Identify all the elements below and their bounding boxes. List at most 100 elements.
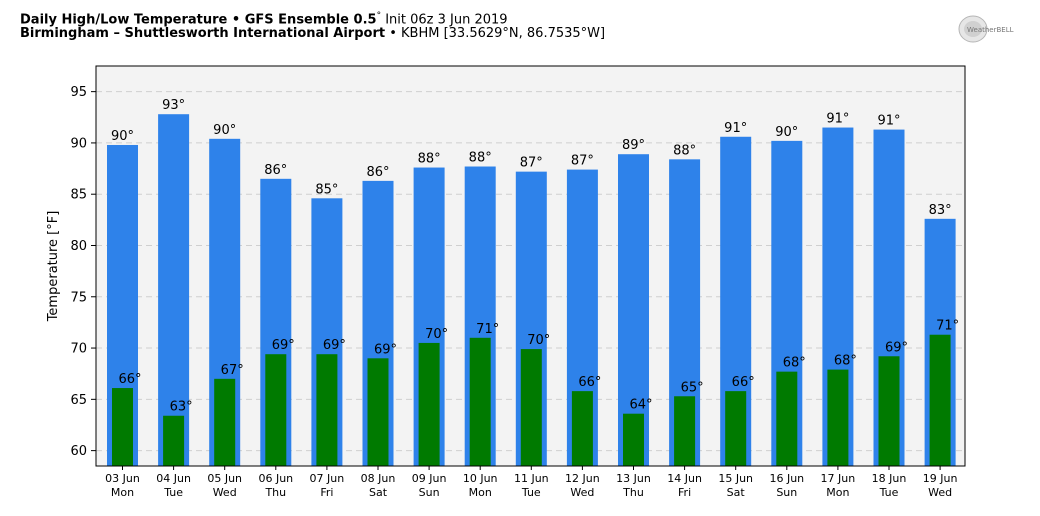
y-axis: 60 65 70 75 80 85 90 95 <box>70 85 96 459</box>
y-tick-label: 70 <box>70 342 87 357</box>
x-tick-day: Thu <box>264 486 286 499</box>
high-value-label: 89° <box>622 138 645 153</box>
x-tick-day: Fri <box>678 486 691 499</box>
y-tick-label: 75 <box>70 290 87 305</box>
weatherbell-logo: WeatherBELL <box>958 15 1014 43</box>
low-value-label: 66° <box>118 372 141 387</box>
low-bar <box>214 378 236 466</box>
x-tick-day: Sat <box>727 486 746 499</box>
x-tick-day: Wed <box>570 486 594 499</box>
chart-title-block: Daily High/Low Temperature • GFS Ensembl… <box>20 9 605 41</box>
low-value-label: 71° <box>936 319 959 334</box>
chart-title-bold: Daily High/Low Temperature • GFS Ensembl… <box>20 12 377 28</box>
low-value-label: 70° <box>425 327 448 342</box>
low-value-label: 69° <box>323 338 346 353</box>
high-value-label: 91° <box>826 112 849 127</box>
low-bar <box>418 342 440 466</box>
high-value-label: 90° <box>775 125 798 140</box>
low-bar <box>112 388 133 466</box>
x-tick-date: 18 Jun <box>872 472 907 485</box>
high-value-label: 88° <box>469 151 492 166</box>
low-bar <box>571 391 593 466</box>
y-tick-label: 95 <box>70 85 87 100</box>
x-tick-day: Tue <box>163 486 183 499</box>
low-bar <box>316 354 338 466</box>
x-tick-date: 09 Jun <box>412 472 447 485</box>
high-value-label: 90° <box>213 123 236 138</box>
x-tick-date: 14 Jun <box>667 472 702 485</box>
x-tick-day: Mon <box>469 486 492 499</box>
low-value-label: 70° <box>527 333 550 348</box>
chart-subtitle: Birmingham – Shuttlesworth International… <box>20 27 605 41</box>
x-tick-date: 15 Jun <box>718 472 753 485</box>
x-tick-date: 08 Jun <box>361 472 396 485</box>
low-bar <box>878 356 900 466</box>
high-value-label: 86° <box>264 163 287 178</box>
low-value-label: 69° <box>374 342 397 357</box>
low-bar <box>725 391 747 466</box>
x-tick-day: Fri <box>320 486 333 499</box>
x-tick-date: 12 Jun <box>565 472 600 485</box>
low-bar <box>674 396 696 466</box>
x-tick-day: Wed <box>928 486 952 499</box>
x-tick-date: 05 Jun <box>207 472 242 485</box>
low-value-label: 67° <box>221 363 244 378</box>
x-tick-day: Tue <box>879 486 899 499</box>
low-value-label: 68° <box>834 354 857 369</box>
low-value-label: 63° <box>170 400 193 415</box>
high-value-label: 88° <box>418 152 441 167</box>
chart-subtitle-bold: Birmingham – Shuttlesworth International… <box>20 26 386 42</box>
low-bar <box>520 349 542 466</box>
high-value-label: 85° <box>315 182 338 197</box>
x-tick-day: Sat <box>369 486 388 499</box>
chart-title: Daily High/Low Temperature • GFS Ensembl… <box>20 9 605 27</box>
low-value-label: 64° <box>629 398 652 413</box>
plot-area <box>95 65 966 467</box>
chart-subtitle-location: • KBHM [33.5629°N, 86.7535°W] <box>385 26 606 42</box>
y-tick-label: 60 <box>70 444 87 459</box>
high-value-label: 83° <box>929 203 952 218</box>
low-bar <box>367 358 389 466</box>
x-tick-date: 16 Jun <box>769 472 804 485</box>
low-temperature-labels: 66° 63° 67° 69° 69° 69° 70° 71° 70° 66° 64° 65° 66° 6… <box>118 319 959 415</box>
low-value-label: 69° <box>272 338 295 353</box>
chart-title-init: Init 06z 3 Jun 2019 <box>381 12 508 28</box>
low-bar <box>776 371 798 466</box>
low-value-label: 66° <box>578 375 601 390</box>
high-value-label: 91° <box>877 114 900 129</box>
y-tick-label: 90 <box>70 136 87 151</box>
low-value-label: 66° <box>732 375 755 390</box>
x-tick-date: 13 Jun <box>616 472 651 485</box>
high-value-label: 88° <box>673 143 696 158</box>
low-bar <box>265 354 287 466</box>
low-value-label: 71° <box>476 322 499 337</box>
chart-title-degree: ° <box>376 11 382 21</box>
x-tick-date: 10 Jun <box>463 472 498 485</box>
x-tick-day: Sun <box>776 486 797 499</box>
x-tick-day: Wed <box>213 486 237 499</box>
low-bar <box>827 369 849 466</box>
y-tick-label: 80 <box>70 239 87 254</box>
high-value-label: 93° <box>162 98 185 113</box>
x-tick-date: 06 Jun <box>258 472 293 485</box>
x-tick-date: 11 Jun <box>514 472 549 485</box>
x-tick-date: 17 Jun <box>821 472 856 485</box>
low-bar <box>469 337 491 466</box>
high-temperature-labels: 90° 93° 90° 86° 85° 86° 88° 88° 87° 87° 89° 88° 91° 9… <box>111 98 952 218</box>
high-bar <box>158 114 190 466</box>
y-tick-label: 65 <box>70 393 87 408</box>
low-value-label: 68° <box>783 356 806 371</box>
high-value-label: 87° <box>571 154 594 169</box>
x-tick-date: 03 Jun <box>105 472 140 485</box>
low-temperature-bars <box>112 334 951 466</box>
low-bar <box>623 413 644 466</box>
low-bar <box>163 415 185 466</box>
low-value-label: 69° <box>885 340 908 355</box>
x-tick-date: 19 Jun <box>923 472 958 485</box>
x-tick-day: Mon <box>111 486 134 499</box>
high-value-label: 87° <box>520 156 543 171</box>
low-value-label: 65° <box>681 380 704 395</box>
high-value-label: 86° <box>366 165 389 180</box>
